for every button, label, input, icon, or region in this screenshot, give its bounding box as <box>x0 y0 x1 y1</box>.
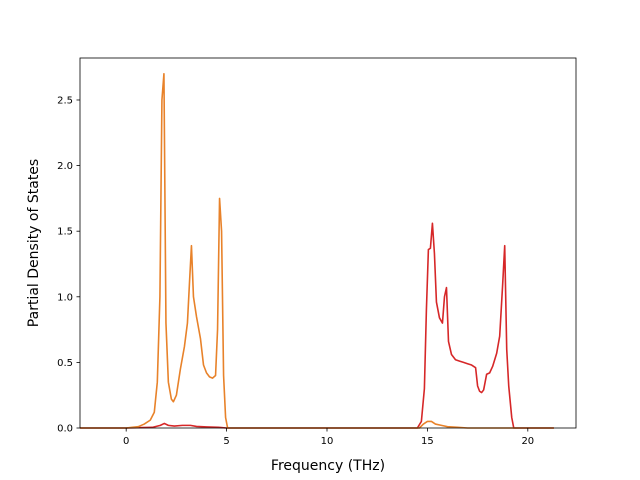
series-layer <box>80 72 554 429</box>
series-line-2 <box>80 72 554 429</box>
y-tick-label: 1.0 <box>57 292 73 303</box>
plot-frame <box>79 57 577 429</box>
x-axis: 0 5 10 15 20 <box>123 428 534 447</box>
y-axis-title: Partial Density of States <box>26 159 42 327</box>
x-tick-label: 20 <box>521 436 534 447</box>
x-tick-label: 10 <box>321 436 334 447</box>
y-tick-label: 2.5 <box>57 95 73 106</box>
y-axis: 0.0 0.5 1.0 1.5 2.0 2.5 <box>57 95 80 435</box>
y-tick-label: 0.0 <box>57 424 73 435</box>
x-tick-label: 15 <box>421 436 434 447</box>
y-tick-label: 1.5 <box>57 227 73 238</box>
x-tick-label: 0 <box>123 436 129 447</box>
x-axis-title: Frequency (THz) <box>271 458 385 474</box>
series-line-1 <box>80 222 554 429</box>
y-tick-label: 2.0 <box>57 161 73 172</box>
x-tick-label: 5 <box>223 436 229 447</box>
y-tick-label: 0.5 <box>57 358 73 369</box>
